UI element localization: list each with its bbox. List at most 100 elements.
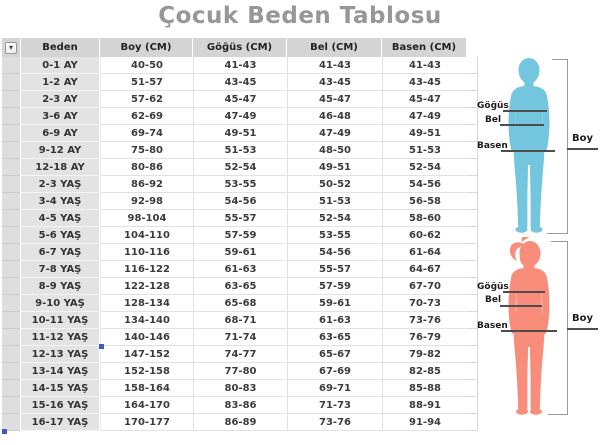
boy-cell: 134-140 (100, 312, 193, 329)
beden-cell: 13-14 YAŞ (21, 363, 99, 380)
column-header-beden: Beden (21, 38, 99, 57)
row-header-strip (2, 57, 20, 431)
basen-cell: 56-58 (382, 193, 467, 210)
boy-height-bracket (567, 59, 568, 234)
bel-cell: 46-48 (287, 108, 382, 125)
beden-cell: 5-6 YAŞ (21, 227, 99, 244)
boy-basen-line (501, 150, 555, 152)
beden-cell: 6-7 YAŞ (21, 244, 99, 261)
boy-height-tick (567, 148, 598, 150)
gogus-cell: 74-77 (193, 346, 287, 363)
gogus-cell: 86-89 (193, 414, 287, 431)
boy-bel-label: Bel (485, 115, 502, 125)
table-row: 6-7 YAŞ 110-116 59-61 54-56 61-64 (21, 244, 467, 261)
girl-bracket-top-tick (551, 241, 567, 242)
table-row: 12-18 AY 80-86 52-54 49-51 52-54 (21, 159, 467, 176)
table-row: 2-3 YAŞ 86-92 53-55 50-52 54-56 (21, 176, 467, 193)
gogus-cell: 68-71 (193, 312, 287, 329)
beden-cell: 12-18 AY (21, 159, 99, 176)
beden-cell: 2-3 YAŞ (21, 176, 99, 193)
boy-body-shape (508, 58, 550, 233)
girl-height-tick (567, 328, 598, 330)
boy-cell: 122-128 (100, 278, 193, 295)
gogus-cell: 83-86 (193, 397, 287, 414)
boy-cell: 116-122 (100, 261, 193, 278)
gogus-cell: 43-45 (193, 74, 287, 91)
gogus-cell: 49-51 (193, 125, 287, 142)
basen-cell: 45-47 (382, 91, 467, 108)
gogus-cell: 47-49 (193, 108, 287, 125)
bel-cell: 43-45 (287, 74, 382, 91)
girl-basen-label: Basen (477, 321, 508, 331)
bel-cell: 53-55 (287, 227, 382, 244)
gogus-cell: 51-53 (193, 142, 287, 159)
filter-dropdown-icon[interactable]: ▾ (5, 41, 17, 54)
basen-cell: 51-53 (382, 142, 467, 159)
boy-cell: 86-92 (100, 176, 193, 193)
table-row: 2-3 AY 57-62 45-47 45-47 45-47 (21, 91, 467, 108)
bel-cell: 63-65 (287, 329, 382, 346)
table-row: 4-5 YAŞ 98-104 55-57 52-54 58-60 (21, 210, 467, 227)
basen-cell: 58-60 (382, 210, 467, 227)
basen-cell: 61-64 (382, 244, 467, 261)
boy-bracket-top-tick (552, 59, 567, 60)
bel-cell: 59-61 (287, 295, 382, 312)
filter-cell[interactable]: ▾ (2, 38, 20, 57)
table-header-row: Beden Boy (CM) Göğüs (CM) Bel (CM) Basen… (21, 38, 466, 57)
column-header-bel: Bel (CM) (287, 38, 381, 57)
basen-cell: 79-82 (382, 346, 467, 363)
spreadsheet-gridlines (467, 57, 478, 431)
bel-cell: 50-52 (287, 176, 382, 193)
beden-cell: 15-16 YAŞ (21, 397, 99, 414)
gogus-cell: 52-54 (193, 159, 287, 176)
gogus-cell: 63-65 (193, 278, 287, 295)
basen-cell: 82-85 (382, 363, 467, 380)
girl-gogus-line (503, 291, 545, 293)
column-header-boy: Boy (CM) (100, 38, 192, 57)
boy-cell: 57-62 (100, 91, 193, 108)
beden-cell: 7-8 YAŞ (21, 261, 99, 278)
boy-gogus-line (503, 110, 547, 112)
beden-cell: 9-12 AY (21, 142, 99, 159)
beden-cell: 9-10 YAŞ (21, 295, 99, 312)
cell-flag-marker (99, 344, 104, 349)
boy-cell: 158-164 (100, 380, 193, 397)
beden-cell: 6-9 AY (21, 125, 99, 142)
gogus-cell: 61-63 (193, 261, 287, 278)
boy-silhouette-figure (508, 58, 550, 233)
boy-cell: 128-134 (100, 295, 193, 312)
basen-cell: 49-51 (382, 125, 467, 142)
beden-cell: 3-4 YAŞ (21, 193, 99, 210)
gogus-cell: 53-55 (193, 176, 287, 193)
boy-cell: 62-69 (100, 108, 193, 125)
bel-cell: 69-71 (287, 380, 382, 397)
girl-bel-line (500, 305, 542, 307)
table-row: 3-4 YAŞ 92-98 54-56 51-53 56-58 (21, 193, 467, 210)
bel-cell: 47-49 (287, 125, 382, 142)
beden-cell: 14-15 YAŞ (21, 380, 99, 397)
girl-body-shape (508, 237, 550, 415)
girl-gogus-label: Göğüs (477, 282, 509, 292)
bel-cell: 71-73 (287, 397, 382, 414)
table-row: 5-6 YAŞ 104-110 57-59 53-55 60-62 (21, 227, 467, 244)
gogus-cell: 55-57 (193, 210, 287, 227)
table-row: 3-6 AY 62-69 47-49 46-48 47-49 (21, 108, 467, 125)
boy-cell: 110-116 (100, 244, 193, 261)
table-row: 12-13 YAŞ 147-152 74-77 65-67 79-82 (21, 346, 467, 363)
boy-cell: 69-74 (100, 125, 193, 142)
bel-cell: 48-50 (287, 142, 382, 159)
column-header-basen: Basen (CM) (382, 38, 466, 57)
bel-cell: 49-51 (287, 159, 382, 176)
gogus-cell: 71-74 (193, 329, 287, 346)
table-row: 16-17 YAŞ 170-177 86-89 73-76 91-94 (21, 414, 467, 431)
basen-cell: 88-91 (382, 397, 467, 414)
bel-cell: 55-57 (287, 261, 382, 278)
gogus-cell: 80-83 (193, 380, 287, 397)
boy-bel-line (500, 124, 544, 126)
bel-cell: 41-43 (287, 57, 382, 74)
basen-cell: 73-76 (382, 312, 467, 329)
table-row: 11-12 YAŞ 140-146 71-74 63-65 76-79 (21, 329, 467, 346)
basen-cell: 60-62 (382, 227, 467, 244)
table-row: 9-12 AY 75-80 51-53 48-50 51-53 (21, 142, 467, 159)
